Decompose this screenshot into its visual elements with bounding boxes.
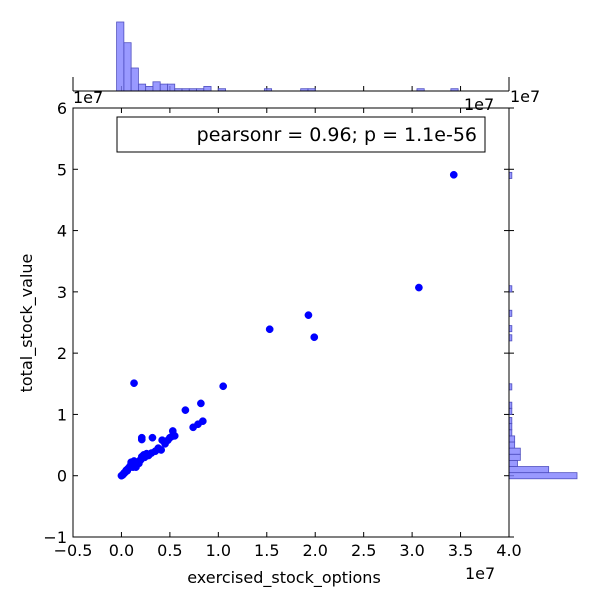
x-tick-label: 1.0 xyxy=(206,541,231,560)
x-tick-label: 3.5 xyxy=(448,541,473,560)
y-axis-label: total_stock_value xyxy=(17,254,37,393)
y-hist-bar xyxy=(508,453,521,461)
y-tick-label: −1 xyxy=(43,528,67,547)
y-scale-label: 1e7 xyxy=(73,88,103,107)
scatter-point xyxy=(136,455,145,464)
x-hist-bar xyxy=(130,67,139,92)
scatter-point xyxy=(304,311,313,319)
x-marginal-histogram xyxy=(116,21,459,92)
scatter-point xyxy=(132,463,140,471)
scatter-point xyxy=(144,451,153,460)
x-tick-label: 4.0 xyxy=(496,541,521,560)
x-axis-label: exercised_stock_options xyxy=(187,568,381,588)
x-tick-label: −0.5 xyxy=(54,541,93,560)
scatter-point xyxy=(181,406,190,414)
scatter-point xyxy=(415,283,423,292)
annotation-frame xyxy=(116,116,486,153)
x-hist-bar xyxy=(159,83,168,92)
scatter-point xyxy=(137,433,146,442)
y-tick-label: 6 xyxy=(57,99,67,118)
x-hist-bar xyxy=(167,83,176,92)
x-hist-bar xyxy=(137,83,147,92)
y-tick-label: 1 xyxy=(57,405,67,424)
y-tick-label: 4 xyxy=(57,222,67,241)
scatter-point xyxy=(189,423,197,432)
scatter-point xyxy=(449,170,458,179)
main-axis-ticks: −0.5 0.0 0.5 1.0 1.5 2.0 2.5 3.0 3.5 4.0 −1 0 1 2 3 4 5 6 xyxy=(43,86,522,560)
x-tick-label: 2.0 xyxy=(302,541,327,560)
y-hist-bar xyxy=(508,472,578,480)
scatter-point xyxy=(219,382,228,391)
x-hist-bar xyxy=(116,21,125,92)
y-hist-bar xyxy=(508,447,521,455)
scatter-point xyxy=(154,444,163,452)
scatter-point xyxy=(310,333,319,342)
x-tick-label: 3.0 xyxy=(399,541,424,560)
y-tick-label: 3 xyxy=(57,283,67,302)
scatter-point xyxy=(167,432,176,441)
y-tick-label: 0 xyxy=(57,467,67,486)
x-tick-label: 0.0 xyxy=(109,541,134,560)
y-hist-bar xyxy=(508,435,516,443)
x-scale-label-top: 1e7 xyxy=(464,95,494,114)
y-tick-label: 5 xyxy=(57,160,67,179)
x-tick-label: 0.5 xyxy=(157,541,182,560)
scatter-point xyxy=(265,325,274,334)
main-plot-frame xyxy=(72,107,510,538)
x-tick-label: 2.5 xyxy=(351,541,376,560)
scatter-point xyxy=(148,433,157,442)
x-hist-bar xyxy=(145,86,154,92)
y-hist-bar xyxy=(508,441,516,449)
x-tick-label: 1.5 xyxy=(254,541,279,560)
x-hist-bar xyxy=(152,81,161,92)
x-hist-bar xyxy=(203,86,212,92)
y-marginal-histogram xyxy=(508,171,578,480)
annotation-text: pearsonr = 0.96; p = 1.1e-56 xyxy=(197,124,477,146)
y-scale-label-right: 1e7 xyxy=(510,87,540,106)
scatter-point xyxy=(197,399,205,408)
x-scale-label: 1e7 xyxy=(465,564,495,583)
top-hist-axes xyxy=(72,77,510,92)
y-hist-bar xyxy=(508,459,518,467)
scatter-point xyxy=(130,379,138,388)
annotation-box: pearsonr = 0.96; p = 1.1e-56 xyxy=(116,116,486,153)
scatter-points xyxy=(117,170,458,480)
x-hist-bar xyxy=(123,42,132,92)
y-tick-label: 2 xyxy=(57,344,67,363)
y-hist-bar xyxy=(508,466,550,474)
